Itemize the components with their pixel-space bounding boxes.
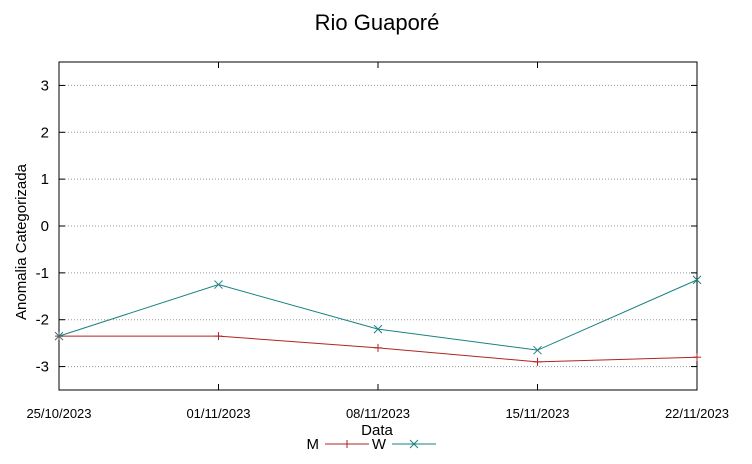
y-tick-label: 1 [41, 171, 49, 188]
series-layer [54, 275, 702, 366]
y-axis-label: Anomalia Categorizada [13, 163, 30, 320]
series-m [55, 332, 701, 366]
x-tick-label: 01/11/2023 [186, 406, 250, 421]
x-marker [373, 324, 383, 334]
x-tick-label: 25/10/2023 [26, 406, 91, 421]
x-marker [409, 439, 419, 449]
y-tick-label: 0 [41, 218, 49, 235]
grid-lines [59, 84, 697, 368]
x-tick-label: 08/11/2023 [346, 406, 410, 421]
legend-entry-m: M [307, 436, 369, 453]
data-point [374, 343, 382, 352]
data-point [533, 357, 542, 366]
x-axis-label: Data [361, 422, 393, 439]
x-marker [214, 280, 223, 289]
axis-ticks: 3 2 1 0 -1 -2 -3 25/10/2023 01/11/2023 08/11/2023… [26, 62, 729, 421]
data-point [692, 275, 702, 285]
data-point [373, 324, 383, 334]
legend-label: M [307, 436, 320, 453]
data-point [533, 345, 542, 355]
series-w [54, 275, 702, 355]
x-tick-label: 15/11/2023 [505, 406, 569, 421]
chart-title: Rio Guaporé [315, 10, 440, 35]
legend-label: W [372, 436, 387, 453]
y-tick-label: 3 [41, 77, 49, 94]
x-marker [54, 331, 64, 341]
data-point [54, 331, 64, 341]
y-tick-label: -1 [36, 265, 49, 282]
data-point [214, 332, 223, 341]
series-line [58, 279, 698, 351]
legend-entry-w: W [372, 436, 436, 453]
x-marker [692, 275, 702, 285]
y-tick-label: -2 [36, 312, 49, 329]
data-point [214, 280, 223, 289]
data-point [693, 353, 701, 362]
y-tick-label: -3 [36, 359, 49, 376]
x-marker [533, 345, 542, 355]
y-tick-label: 2 [41, 124, 49, 141]
x-tick-label: 22/11/2023 [665, 406, 729, 421]
